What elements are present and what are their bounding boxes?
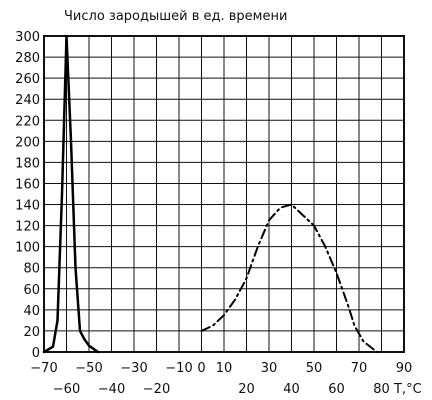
x-tick-label-lower: −60	[53, 382, 80, 397]
y-tick-label: 180	[15, 156, 40, 171]
y-tick-label: 200	[15, 135, 40, 150]
y-tick-label: 280	[15, 51, 40, 66]
y-tick-label: 140	[15, 199, 40, 214]
series-line-2	[200, 203, 378, 353]
series-line-1	[42, 34, 100, 354]
x-tick-label-upper: −10	[165, 361, 192, 376]
y-tick-label: 120	[15, 220, 40, 235]
y-tick-label: 80	[23, 262, 40, 277]
x-tick-label-lower: 20	[238, 382, 255, 397]
y-tick-label: 20	[23, 325, 40, 340]
x-axis-label: T,°C	[393, 382, 422, 397]
y-tick-label: 300	[15, 30, 40, 45]
y-tick-label: 60	[23, 283, 40, 298]
x-tick-label-upper: −50	[75, 361, 102, 376]
x-tick-label-upper: 30	[261, 361, 278, 376]
plot-frame	[43, 35, 405, 353]
x-tick-label-lower: 80	[373, 382, 390, 397]
y-tick-label: 160	[15, 177, 40, 192]
x-tick-label-lower: −40	[98, 382, 125, 397]
x-tick-label-upper: −30	[120, 361, 147, 376]
x-tick-label-upper: −70	[30, 361, 57, 376]
y-tick-label: 100	[15, 241, 40, 256]
y-axis-ticks: 0 20 40 60 80 100 120 140 160 180 200 220 240 260 280 3…	[15, 30, 40, 361]
y-tick-label: 260	[15, 72, 40, 87]
x-tick-label-lower: −20	[143, 382, 170, 397]
x-tick-label-upper: 70	[351, 361, 368, 376]
x-tick-label-upper: 0	[197, 361, 205, 376]
y-tick-label: 0	[32, 346, 40, 361]
y-tick-label: 240	[15, 93, 40, 108]
x-tick-label-lower: 40	[283, 382, 300, 397]
x-tick-label-upper: 90	[396, 361, 413, 376]
grid	[44, 36, 404, 352]
x-tick-label-upper: 50	[306, 361, 323, 376]
chart-title: Число зародышей в ед. времени	[64, 9, 287, 24]
x-tick-label-upper: 10	[216, 361, 233, 376]
x-tick-label-lower: 60	[328, 382, 345, 397]
y-tick-label: 40	[23, 304, 40, 319]
series-group	[42, 34, 378, 354]
x-axis-ticks: −70 −50 −30 −10 0 10 30 50 70 90 −60 −40 −20 20 40 60 80	[30, 361, 412, 397]
y-tick-label: 220	[15, 114, 40, 129]
